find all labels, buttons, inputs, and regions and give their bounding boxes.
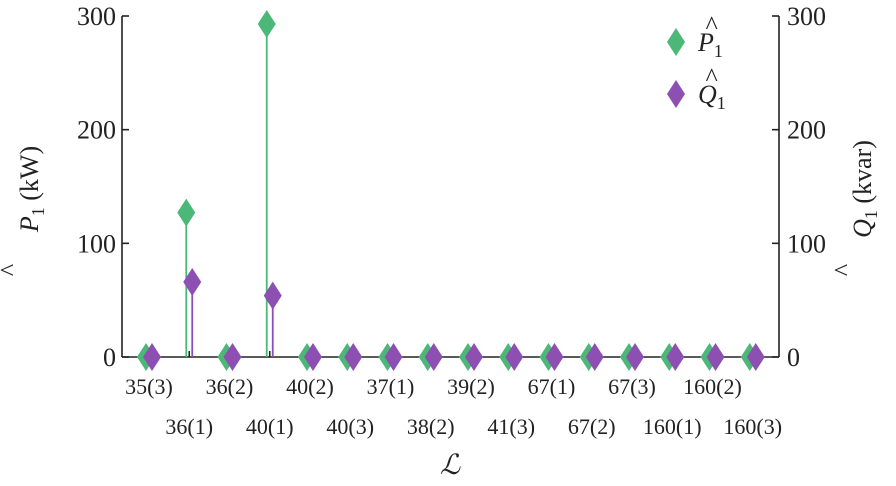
x-tick-label: 67(3) <box>608 374 656 399</box>
x-tick-label: 160(3) <box>723 414 782 439</box>
data-point-marker <box>257 9 276 38</box>
x-tick-label: 40(1) <box>246 414 294 439</box>
y-left-tick-label: 100 <box>77 229 116 258</box>
legend-marker <box>667 28 685 56</box>
y-right-label-unit: (kvar) <box>848 140 877 210</box>
y-right-axis-label: Q1 (kvar) <box>848 140 881 238</box>
x-tick-label: 160(2) <box>683 374 742 399</box>
y-left-tick-label: 200 <box>77 116 116 145</box>
y-right-tick-label: 100 <box>787 229 826 258</box>
x-axis-label: ℒ <box>440 450 461 481</box>
y-left-label-symbol: P <box>15 216 44 233</box>
markers <box>137 9 765 371</box>
data-point-marker <box>263 281 282 310</box>
y-left-tick-label: 300 <box>77 2 116 31</box>
legend-label-symbol: Q <box>698 80 717 109</box>
y-right-tick-label: 300 <box>787 2 826 31</box>
ticks <box>122 15 779 358</box>
x-tick-label: 40(3) <box>326 414 374 439</box>
legend-label: Q1 <box>698 80 726 113</box>
x-tick-label: 37(1) <box>367 374 415 399</box>
data-point-marker <box>626 343 644 371</box>
x-tick-label: 67(1) <box>528 374 576 399</box>
y-left-label-subscript: 1 <box>28 207 48 216</box>
data-point-marker <box>304 343 322 371</box>
stems <box>185 23 274 357</box>
x-tick-label: 35(3) <box>125 374 173 399</box>
y-right-label-hat: ^ <box>829 264 858 276</box>
x-tick-label: 160(1) <box>643 414 702 439</box>
legend-label-hat: ^ <box>705 63 718 92</box>
y-left-label-hat: ^ <box>0 264 24 276</box>
x-tick-label: 38(2) <box>407 414 455 439</box>
y-right-tick-label: 0 <box>787 343 800 372</box>
y-left-tick-label: 0 <box>103 343 116 372</box>
legend-label-symbol: P <box>697 28 714 57</box>
axes <box>121 16 780 358</box>
legend-label-subscript: 1 <box>714 41 723 61</box>
labels: 0 0 100 100 200 200 300 300 35(3) 36(1) 36(2) 40(1)… <box>0 2 881 481</box>
legend: P1^Q1^ <box>667 11 726 113</box>
legend-marker <box>667 80 685 108</box>
data-point-marker <box>223 343 242 371</box>
data-point-marker <box>545 343 564 371</box>
data-point-marker <box>424 343 443 371</box>
data-point-marker <box>143 343 161 371</box>
y-left-axis-label: P1 (kW) <box>15 146 48 233</box>
data-point-marker <box>746 343 765 371</box>
x-tick-label: 36(1) <box>165 414 213 439</box>
data-point-marker <box>344 343 363 371</box>
legend-label: P1 <box>697 28 723 61</box>
x-tick-label: 39(2) <box>447 374 495 399</box>
data-point-marker <box>505 343 524 371</box>
legend-label-subscript: 1 <box>717 93 726 113</box>
data-point-marker <box>183 267 202 296</box>
x-axis-label-text: ℒ <box>440 450 461 481</box>
data-point-marker <box>384 343 403 371</box>
y-right-tick-label: 200 <box>787 116 826 145</box>
x-tick-label: 40(2) <box>286 374 334 399</box>
data-point-marker <box>706 343 725 371</box>
y-right-label-symbol: Q <box>848 219 877 238</box>
x-tick-label: 36(2) <box>206 374 254 399</box>
y-right-label-subscript: 1 <box>861 210 881 219</box>
data-point-marker <box>465 343 483 371</box>
data-point-marker <box>177 198 196 227</box>
data-point-marker <box>666 343 685 371</box>
legend-label-hat: ^ <box>705 11 718 40</box>
data-point-marker <box>585 343 604 371</box>
y-left-label-unit: (kW) <box>15 146 44 207</box>
x-tick-label: 67(2) <box>568 414 616 439</box>
x-tick-label: 41(3) <box>487 414 535 439</box>
